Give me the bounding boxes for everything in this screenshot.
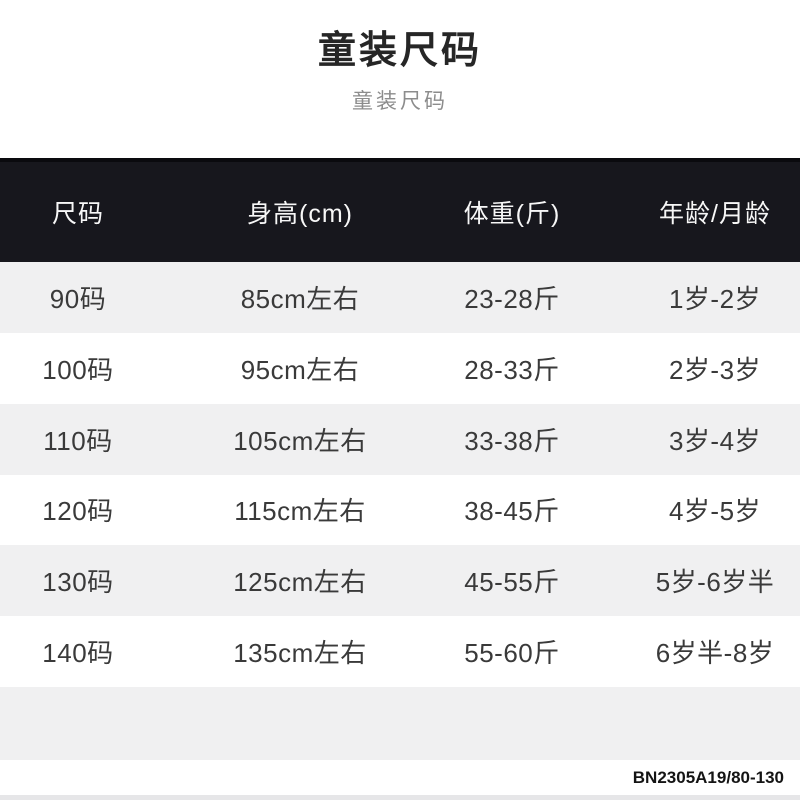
- cell-height: 85cm左右: [240, 283, 360, 314]
- table-row: 110码 105cm左右 33-38斤 3岁-4岁: [0, 403, 800, 475]
- page-subtitle: 童装尺码: [352, 90, 448, 113]
- table-row: 130码 125cm左右 45-55斤 5岁-6岁半: [0, 545, 800, 617]
- table-header-row: 尺码 身高(cm) 体重(斤) 年龄/月龄: [0, 158, 800, 262]
- cell-weight: 28-33斤: [464, 354, 560, 385]
- cell-age: 4岁-5岁: [668, 496, 762, 527]
- table-row: 120码 115cm左右 38-45斤 4岁-5岁: [0, 475, 800, 546]
- cell-size: 140码: [42, 638, 114, 669]
- cell-size: 120码: [42, 496, 114, 527]
- cell-weight: 38-45斤: [464, 496, 560, 527]
- column-header-weight: 体重(斤): [463, 200, 561, 228]
- cell-height: 115cm左右: [234, 496, 366, 527]
- column-header-size: 尺码: [51, 200, 104, 228]
- cell-age: 5岁-6岁半: [655, 567, 775, 598]
- table-row: 140码 135cm左右 55-60斤 6岁半-8岁: [0, 616, 800, 687]
- cell-weight: 45-55斤: [464, 567, 560, 598]
- cell-weight: 55-60斤: [464, 638, 560, 669]
- cell-height: 105cm左右: [233, 425, 367, 456]
- cell-height: 95cm左右: [240, 354, 360, 385]
- cell-age: 6岁半-8岁: [655, 638, 775, 669]
- cell-size: 100码: [42, 354, 114, 385]
- table-row: 100码 95cm左右 28-33斤 2岁-3岁: [0, 333, 800, 404]
- cell-age: 1岁-2岁: [668, 283, 762, 314]
- cell-age: 2岁-3岁: [668, 354, 762, 385]
- cell-weight: 33-38斤: [464, 425, 560, 456]
- cell-size: 130码: [42, 567, 114, 598]
- cell-size: 110码: [43, 425, 113, 456]
- heading-area: 童装尺码 童装尺码: [0, 0, 800, 158]
- cell-height: 135cm左右: [233, 638, 367, 669]
- bottom-edge-strip: [0, 795, 800, 800]
- cell-weight: 23-28斤: [464, 283, 560, 314]
- column-header-height: 身高(cm): [247, 200, 353, 228]
- cell-age: 3岁-4岁: [668, 425, 762, 456]
- table-row: 90码 85cm左右 23-28斤 1岁-2岁: [0, 262, 800, 333]
- product-code-band: BN2305A19/80-130: [0, 760, 800, 795]
- column-header-age: 年龄/月龄: [659, 200, 771, 228]
- product-code: BN2305A19/80-130: [632, 767, 784, 787]
- page-title: 童装尺码: [317, 30, 482, 72]
- cell-size: 90码: [49, 283, 107, 314]
- cell-height: 125cm左右: [233, 567, 367, 598]
- footer-gray-band: [0, 687, 800, 760]
- size-table-body: 90码 85cm左右 23-28斤 1岁-2岁 100码 95cm左右 28-3…: [0, 262, 800, 687]
